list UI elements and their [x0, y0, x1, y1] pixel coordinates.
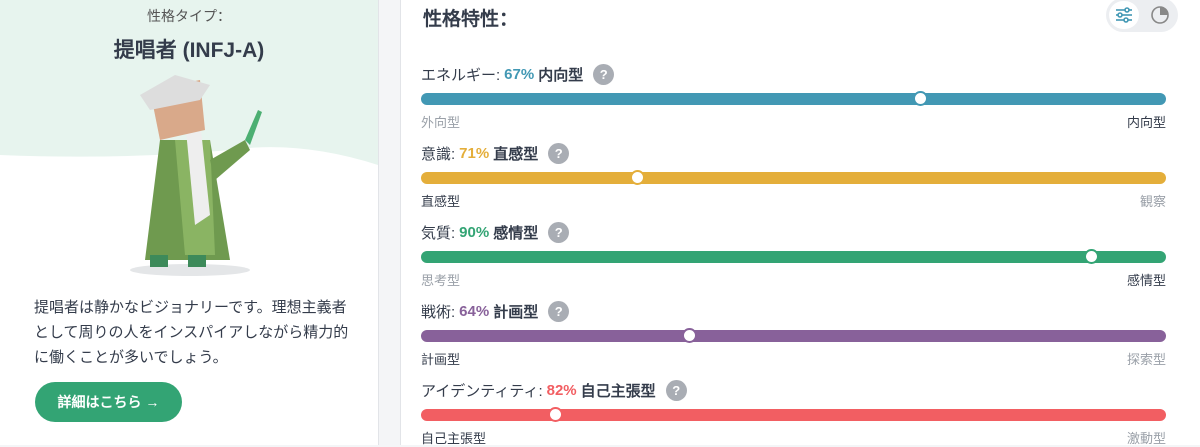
trait-type: 感情型: [493, 225, 539, 242]
trait-type: 計画型: [493, 304, 539, 321]
trait-name: 戦術:: [421, 304, 456, 321]
pole-left: 計画型: [421, 352, 461, 367]
trait-percent: 82%: [546, 382, 577, 399]
type-kicker: 性格タイプ：: [147, 8, 231, 24]
trait-percent: 71%: [459, 145, 490, 162]
trait-bar: [421, 90, 1166, 106]
trait-bar: [421, 327, 1166, 343]
pie-view-button[interactable]: [1146, 1, 1174, 29]
pole-right: 内向型: [1126, 115, 1166, 130]
pole-right: 探索型: [1126, 352, 1166, 367]
trait-type: 内向型: [538, 67, 584, 84]
help-icon[interactable]: ?: [548, 222, 570, 243]
pole-right: 激動型: [1126, 431, 1166, 446]
panel-title: 性格特性：: [423, 9, 519, 30]
traits-panel: 性格特性： エネルギー: 67% 内向型? 外向型 内向型 意識: 71% 直感型? 直感型 観察…: [400, 0, 1200, 446]
trait-knob: [681, 327, 697, 343]
pole-right: 観察: [1139, 194, 1166, 209]
trait-bar: [421, 248, 1166, 264]
pole-left: 外向型: [421, 115, 461, 130]
help-icon[interactable]: ?: [548, 143, 570, 164]
pole-left: 直感型: [421, 194, 461, 209]
trait-knob: [547, 406, 563, 422]
trait-percent: 67%: [504, 66, 535, 83]
illustration: [0, 0, 378, 280]
trait-label: 意識: 71% 直感型?: [421, 143, 570, 164]
type-title: 提唱者 (INFJ-A): [113, 39, 265, 62]
trait-label: 気質: 90% 感情型?: [421, 222, 570, 243]
trait-name: アイデンティティ:: [421, 383, 543, 400]
pole-right: 感情型: [1126, 273, 1166, 288]
trait-name: 気質:: [421, 225, 456, 242]
bars-view-button[interactable]: [1109, 1, 1139, 29]
trait-name: エネルギー:: [421, 67, 501, 84]
trait-percent: 90%: [459, 224, 490, 241]
help-icon[interactable]: ?: [548, 301, 570, 322]
sliders-icon: [1116, 7, 1132, 23]
trait-label: 戦術: 64% 計画型?: [421, 301, 570, 322]
trait-label: エネルギー: 67% 内向型?: [421, 64, 615, 85]
type-description: 提唱者は静かなビジョナリーです。理想主義者として周りの人をインスパイアしながら精…: [34, 299, 349, 366]
trait-type: 直感型: [493, 146, 539, 163]
trait-bar: [421, 169, 1166, 185]
trait-label: アイデンティティ: 82% 自己主張型?: [421, 380, 687, 401]
view-toggle[interactable]: [1106, 0, 1178, 32]
pole-left: 思考型: [421, 273, 461, 288]
profile-card: 性格タイプ： 提唱者 (INFJ-A) 提唱者は静かなビジョナリーです。理想主義…: [0, 0, 379, 445]
help-icon[interactable]: ?: [665, 380, 687, 401]
details-button[interactable]: 詳細はこちら →: [35, 382, 182, 422]
pole-left: 自己主張型: [421, 431, 487, 446]
trait-type: 自己主張型: [580, 383, 656, 400]
trait-knob: [912, 90, 928, 106]
trait-bar: [421, 406, 1166, 422]
trait-knob: [629, 169, 645, 185]
trait-knob: [1084, 248, 1099, 264]
trait-percent: 64%: [459, 303, 490, 320]
trait-name: 意識:: [421, 146, 456, 163]
help-icon[interactable]: ?: [593, 64, 615, 85]
